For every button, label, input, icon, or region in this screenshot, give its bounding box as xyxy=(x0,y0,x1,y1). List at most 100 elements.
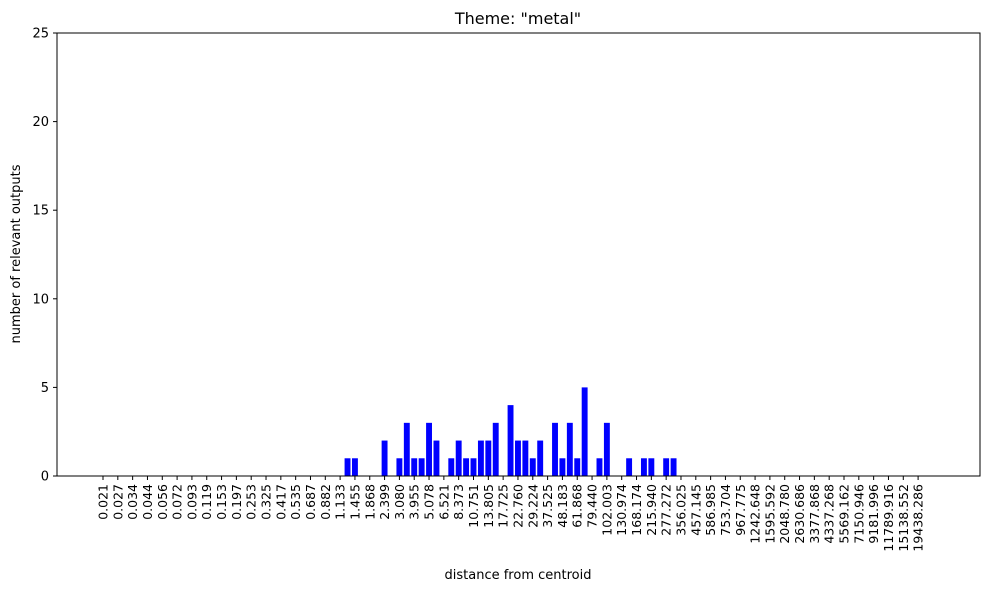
x-tick-label: 7150.946 xyxy=(851,484,866,544)
x-tick-label: 1.133 xyxy=(333,484,348,520)
x-tick-label: 0.253 xyxy=(244,484,259,520)
bar xyxy=(552,422,558,476)
y-axis-label: number of relevant outputs xyxy=(9,164,24,343)
x-tick-label: 2630.686 xyxy=(792,484,807,544)
y-tick-label: 10 xyxy=(32,292,49,307)
x-tick-label: 11789.916 xyxy=(881,484,896,552)
x-tick-label: 79.440 xyxy=(585,484,600,528)
x-tick-label: 0.535 xyxy=(288,484,303,520)
x-tick-label: 2.399 xyxy=(377,484,392,520)
x-tick-label: 0.687 xyxy=(303,484,318,520)
x-tick-label: 8.373 xyxy=(451,484,466,520)
bar xyxy=(663,458,670,476)
x-tick-label: 0.119 xyxy=(199,484,214,520)
x-tick-label: 5569.162 xyxy=(837,484,852,544)
x-tick-label: 61.868 xyxy=(570,484,585,528)
x-tick-label: 1.455 xyxy=(347,484,362,520)
x-tick-label: 15138.552 xyxy=(896,484,911,552)
x-axis-label: distance from centroid xyxy=(445,568,592,583)
bar xyxy=(403,422,410,476)
bar xyxy=(507,405,514,476)
x-tick-label: 9181.996 xyxy=(866,484,881,544)
bar xyxy=(344,458,351,476)
y-tick-label: 5 xyxy=(41,381,49,396)
bar xyxy=(426,422,432,476)
bar xyxy=(433,440,440,476)
x-tick-label: 29.224 xyxy=(525,484,540,528)
bar xyxy=(574,458,581,476)
x-tick-label: 0.034 xyxy=(125,484,140,520)
bar xyxy=(640,458,647,476)
bar xyxy=(566,422,573,476)
x-tick-label: 586.985 xyxy=(703,484,718,536)
bar xyxy=(396,458,403,476)
bar xyxy=(492,422,499,476)
x-tick-label: 215.940 xyxy=(644,484,659,536)
bar xyxy=(418,458,425,476)
bar xyxy=(603,422,610,476)
x-tick-label: 967.775 xyxy=(733,484,748,536)
x-tick-label: 130.974 xyxy=(614,484,629,536)
x-tick-label: 13.805 xyxy=(481,484,496,528)
x-tick-label: 0.197 xyxy=(229,484,244,520)
x-tick-label: 1.868 xyxy=(362,484,377,520)
x-tick-label: 168.174 xyxy=(629,484,644,536)
x-tick-label: 1242.648 xyxy=(748,484,763,544)
bar xyxy=(448,458,455,476)
bar xyxy=(463,458,470,476)
bar xyxy=(485,440,492,476)
y-tick-label: 15 xyxy=(32,204,49,219)
bar xyxy=(559,458,566,476)
y-tick-label: 0 xyxy=(41,470,49,485)
bar xyxy=(537,440,544,476)
x-tick-label: 0.027 xyxy=(110,484,125,520)
x-tick-label: 457.145 xyxy=(688,484,703,536)
bar xyxy=(351,458,358,476)
chart-title: Theme: "metal" xyxy=(454,9,581,28)
bar xyxy=(529,458,536,476)
y-tick-label: 20 xyxy=(32,115,49,130)
x-tick-label: 0.417 xyxy=(273,484,288,520)
bar xyxy=(411,458,418,476)
bar xyxy=(596,458,603,476)
x-tick-label: 753.704 xyxy=(718,484,733,536)
x-tick-label: 10.751 xyxy=(466,484,481,528)
bars-layer xyxy=(344,387,677,476)
bar xyxy=(455,440,462,476)
x-tick-label: 37.525 xyxy=(540,484,555,528)
x-tick-label: 3.955 xyxy=(407,484,422,520)
x-tick-label: 0.072 xyxy=(170,484,185,520)
bar xyxy=(470,458,477,476)
bar xyxy=(515,440,521,476)
x-tick-label: 1595.592 xyxy=(762,484,777,544)
y-tick-label: 25 xyxy=(32,27,49,42)
plot-frame xyxy=(56,32,981,477)
bar xyxy=(670,458,677,476)
bar xyxy=(477,440,484,476)
x-tick-label: 0.325 xyxy=(259,484,274,520)
x-tick-label: 0.056 xyxy=(155,484,170,520)
y-axis-ticks: 0 5 10 15 20 25 xyxy=(32,27,57,485)
x-tick-label: 5.078 xyxy=(422,484,437,520)
bar xyxy=(522,440,529,476)
x-tick-label: 0.044 xyxy=(140,484,155,520)
x-tick-label: 0.093 xyxy=(184,484,199,520)
x-tick-label: 17.725 xyxy=(496,484,511,528)
x-tick-label: 277.272 xyxy=(659,484,674,536)
x-tick-label: 0.021 xyxy=(96,484,111,520)
x-tick-label: 0.153 xyxy=(214,484,229,520)
x-tick-label: 3.080 xyxy=(392,484,407,520)
x-tick-label: 2048.780 xyxy=(777,484,792,544)
bar xyxy=(648,458,655,476)
x-axis-ticks: 0.021 0.027 0.034 0.044 0.056 0.072 0.093 0.119… xyxy=(96,476,926,552)
bar xyxy=(626,458,633,476)
x-tick-label: 48.183 xyxy=(555,484,570,528)
x-tick-label: 356.025 xyxy=(673,484,688,536)
bar xyxy=(581,387,588,476)
x-tick-label: 22.760 xyxy=(510,484,525,528)
x-tick-label: 6.521 xyxy=(436,484,451,520)
x-tick-label: 3377.868 xyxy=(807,484,822,544)
x-tick-label: 4337.268 xyxy=(822,484,837,544)
x-tick-label: 102.003 xyxy=(599,484,614,536)
